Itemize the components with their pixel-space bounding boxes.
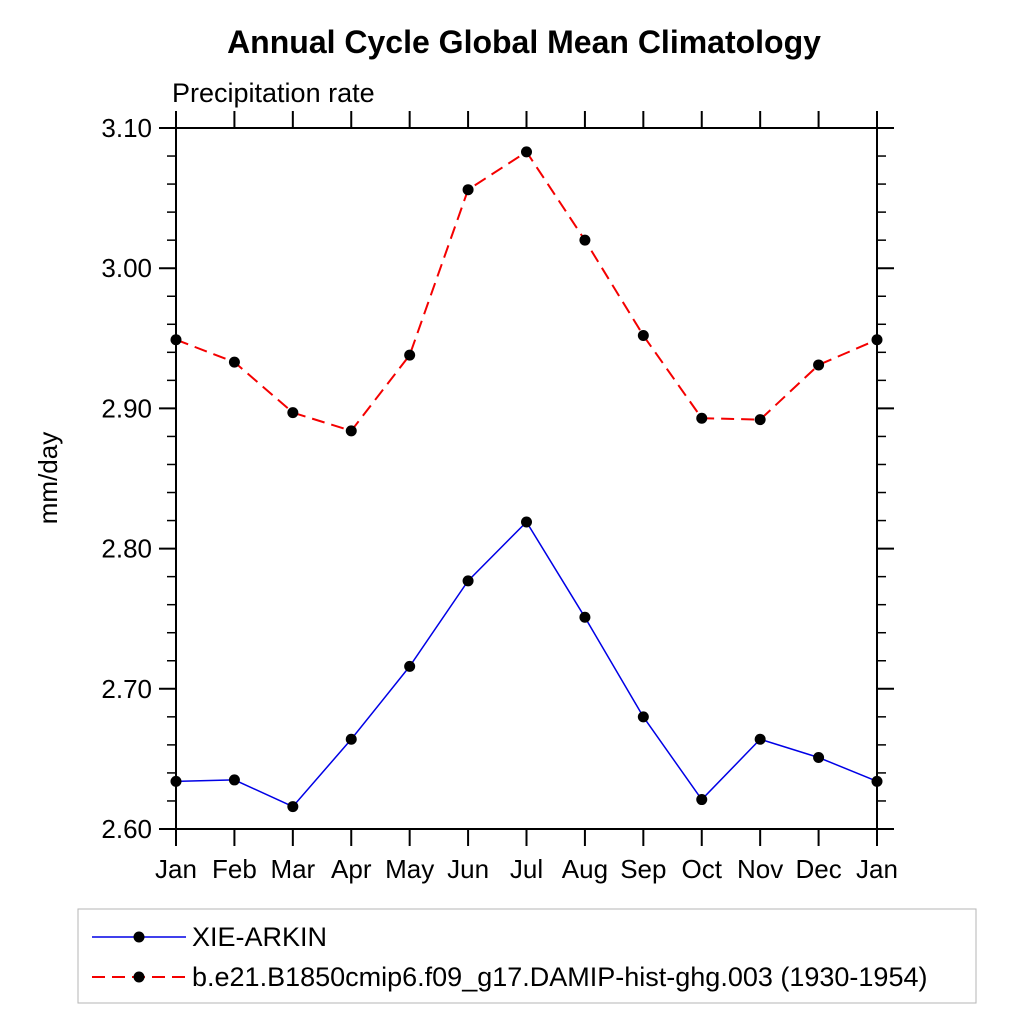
x-tick-label: Mar [270, 854, 315, 884]
data-point [579, 234, 591, 246]
x-axis-ticks: Jan Feb Mar Apr May Jun Jul Aug Sep Oct Nov Dec Jan [155, 111, 898, 884]
data-point [345, 425, 357, 437]
data-point [521, 146, 532, 158]
x-tick-label: Jun [447, 854, 489, 884]
data-point [287, 801, 299, 813]
y-tick-label: 2.80 [101, 534, 152, 564]
y-tick-label: 3.10 [101, 113, 152, 143]
data-point [871, 334, 883, 346]
data-point [871, 775, 883, 787]
data-point [462, 575, 474, 587]
data-point [170, 775, 182, 787]
chart-title: Annual Cycle Global Mean Climatology [227, 24, 821, 60]
data-point [462, 184, 474, 196]
y-tick-label: 2.90 [101, 393, 152, 423]
plot-frame [175, 127, 878, 830]
data-point [404, 349, 416, 361]
data-point [637, 329, 649, 341]
chart-subtitle: Precipitation rate [172, 78, 375, 108]
data-point [521, 516, 532, 528]
data-point [696, 794, 708, 806]
data-point [170, 334, 182, 346]
data-point [813, 359, 825, 371]
legend-items: XIE-ARKIN b.e21.B1850cmip6.f09_g17.DAMIP-… [92, 922, 927, 992]
series-line-solid [175, 520, 878, 808]
data-point [404, 660, 416, 672]
x-tick-label: Nov [737, 854, 783, 884]
x-tick-label: Dec [795, 854, 841, 884]
legend-marker-icon [133, 971, 145, 983]
legend-label: XIE-ARKIN [192, 922, 327, 952]
data-point [696, 412, 708, 424]
y-tick-label: 2.60 [101, 814, 152, 844]
x-tick-label: Sep [620, 854, 666, 884]
legend-box [77, 908, 977, 1004]
legend-label: b.e21.B1850cmip6.f09_g17.DAMIP-hist-ghg.… [192, 962, 927, 992]
x-tick-label: Feb [212, 854, 257, 884]
data-point [228, 774, 240, 786]
y-tick-label: 2.70 [101, 674, 152, 704]
x-tick-label: Jan [155, 854, 197, 884]
data-point [813, 751, 825, 763]
x-tick-label: Apr [331, 854, 372, 884]
x-tick-label: Jul [510, 854, 543, 884]
data-point [228, 356, 240, 368]
data-point [754, 414, 766, 426]
x-tick-label: Oct [682, 854, 723, 884]
data-point [287, 407, 299, 419]
legend-marker-icon [133, 931, 145, 943]
x-tick-label: May [385, 854, 434, 884]
data-point [345, 733, 357, 745]
y-axis-ticks: 3.10 3.00 2.90 2.80 2.70 2.60 [101, 113, 894, 844]
plot-border [175, 127, 878, 830]
data-point [579, 611, 591, 623]
x-tick-label: Jan [856, 854, 898, 884]
legend: XIE-ARKIN b.e21.B1850cmip6.f09_g17.DAMIP-… [77, 908, 977, 1004]
x-tick-label: Aug [562, 854, 608, 884]
data-point [754, 733, 766, 745]
data-point [637, 711, 649, 723]
y-axis-label: mm/day [33, 432, 63, 524]
data-series [170, 146, 883, 813]
series-line-dashed [175, 150, 878, 432]
y-tick-label: 3.00 [101, 253, 152, 283]
